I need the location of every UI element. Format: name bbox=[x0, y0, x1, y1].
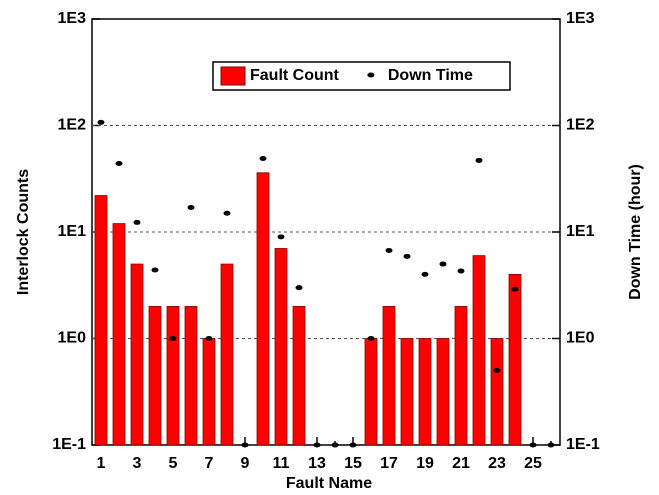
x-tick-label: 11 bbox=[273, 455, 290, 472]
y2-tick-label: 1E-1 bbox=[566, 436, 600, 453]
legend-swatch bbox=[220, 66, 246, 86]
point bbox=[97, 119, 105, 125]
point bbox=[313, 442, 321, 448]
point bbox=[349, 442, 357, 448]
legend: Fault Count Down Time bbox=[212, 61, 511, 91]
bar bbox=[202, 338, 216, 446]
bar bbox=[94, 195, 108, 446]
x-tick-label: 1 bbox=[97, 455, 106, 472]
bar bbox=[418, 338, 432, 446]
bar bbox=[130, 263, 144, 446]
point bbox=[511, 286, 519, 292]
x-tick-label: 9 bbox=[241, 455, 250, 472]
bar bbox=[256, 172, 270, 446]
point bbox=[187, 204, 195, 210]
x-tick-label: 21 bbox=[452, 455, 470, 472]
bar bbox=[454, 306, 468, 446]
y-tick-label: 1E-1 bbox=[52, 436, 86, 453]
point bbox=[547, 442, 555, 448]
bar bbox=[400, 338, 414, 446]
point bbox=[277, 234, 285, 240]
point bbox=[493, 368, 501, 374]
y2-tick-label: 1E3 bbox=[566, 10, 595, 27]
point bbox=[475, 157, 483, 163]
point bbox=[385, 248, 393, 254]
point bbox=[115, 160, 123, 166]
x-tick-label: 15 bbox=[344, 455, 362, 472]
point bbox=[331, 442, 339, 448]
point bbox=[421, 271, 429, 277]
point bbox=[259, 155, 267, 161]
bar bbox=[112, 223, 126, 446]
x-tick-label: 19 bbox=[416, 455, 434, 472]
bar bbox=[436, 338, 450, 446]
point bbox=[295, 285, 303, 291]
bar bbox=[292, 306, 306, 446]
point bbox=[367, 336, 375, 341]
x-tick-label: 25 bbox=[524, 455, 542, 472]
y2-tick-label: 1E2 bbox=[566, 117, 595, 134]
legend-label: Fault Count bbox=[250, 67, 340, 84]
bar bbox=[508, 273, 522, 446]
point bbox=[223, 210, 231, 216]
legend-swatch bbox=[367, 72, 375, 78]
x-tick-label: 7 bbox=[205, 455, 214, 472]
point bbox=[403, 253, 411, 259]
bar bbox=[166, 306, 180, 446]
bar bbox=[184, 306, 198, 446]
point bbox=[151, 267, 159, 273]
point bbox=[241, 442, 249, 448]
x-tick-label: 5 bbox=[169, 455, 178, 472]
point bbox=[457, 268, 465, 274]
y-tick-label: 1E3 bbox=[58, 10, 87, 27]
y2-tick-label: 1E0 bbox=[566, 330, 595, 347]
bar bbox=[490, 338, 504, 446]
y2-axis-label: Down Time (hour) bbox=[627, 164, 644, 300]
x-tick-label: 13 bbox=[308, 455, 326, 472]
bar bbox=[472, 255, 486, 446]
x-tick-label: 3 bbox=[133, 455, 142, 472]
bar bbox=[382, 306, 396, 446]
y2-tick-label: 1E1 bbox=[566, 223, 595, 240]
bar bbox=[148, 306, 162, 446]
x-tick-label: 17 bbox=[380, 455, 398, 472]
y-tick-label: 1E2 bbox=[58, 117, 87, 134]
point bbox=[205, 336, 213, 341]
bar bbox=[274, 248, 288, 446]
legend-box bbox=[212, 61, 511, 91]
y-tick-label: 1E0 bbox=[58, 330, 87, 347]
legend-label: Down Time bbox=[388, 67, 473, 84]
y-axis-label: Interlock Counts bbox=[15, 169, 32, 295]
point bbox=[169, 336, 177, 341]
bar bbox=[364, 338, 378, 446]
x-tick-label: 23 bbox=[488, 455, 506, 472]
y-tick-label: 1E1 bbox=[58, 223, 87, 240]
x-axis-label: Fault Name bbox=[286, 475, 372, 492]
point bbox=[529, 442, 537, 448]
point bbox=[133, 219, 141, 225]
bar bbox=[220, 263, 234, 446]
point bbox=[439, 261, 447, 267]
